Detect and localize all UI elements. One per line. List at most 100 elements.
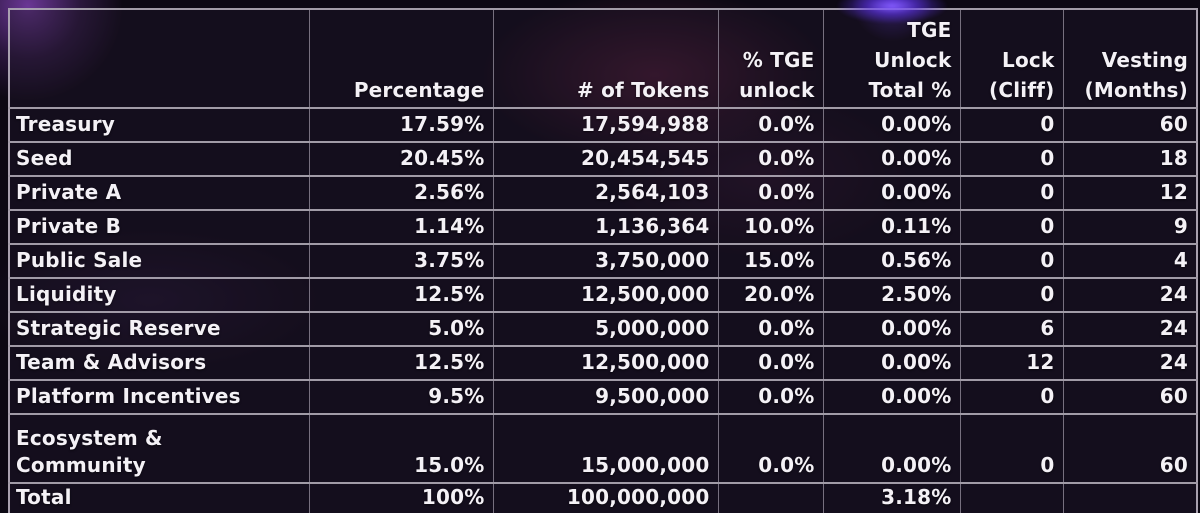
tge-unlock-total-cell: 0.00% bbox=[822, 311, 961, 347]
column-header-vesting: Vesting (Months) bbox=[1062, 8, 1198, 109]
column-header-label: # of Tokens bbox=[576, 78, 710, 102]
tge-unlock-cell: 0.0% bbox=[717, 345, 824, 381]
lock-cliff-cell: 0 bbox=[959, 379, 1064, 415]
tokens-cell: 12,500,000 bbox=[492, 345, 719, 381]
tge-unlock-total-cell: 0.00% bbox=[822, 345, 961, 381]
percentage-cell: 3.75% bbox=[308, 243, 494, 279]
row-label-cell: Treasury bbox=[8, 107, 310, 143]
percentage-cell: 17.59% bbox=[308, 107, 494, 143]
row-label-cell: Total bbox=[8, 482, 310, 513]
table-row-private-b: Private B 1.14% 1,136,364 10.0% 0.11% 0 … bbox=[8, 209, 1198, 245]
lock-cliff-cell: 0 bbox=[959, 175, 1064, 211]
tge-unlock-cell: 15.0% bbox=[717, 243, 824, 279]
column-header-blank bbox=[8, 8, 310, 109]
row-label-cell: Strategic Reserve bbox=[8, 311, 310, 347]
table-row-platform-incentives: Platform Incentives 9.5% 9,500,000 0.0% … bbox=[8, 379, 1198, 415]
tokens-cell: 100,000,000 bbox=[492, 482, 719, 513]
column-header-label: Vesting (Months) bbox=[1084, 48, 1188, 102]
tge-unlock-cell: 0.0% bbox=[717, 379, 824, 415]
tokens-cell: 9,500,000 bbox=[492, 379, 719, 415]
column-header-percentage: Percentage bbox=[308, 8, 494, 109]
tokens-cell: 20,454,545 bbox=[492, 141, 719, 177]
vesting-cell: 9 bbox=[1062, 209, 1198, 245]
percentage-cell: 1.14% bbox=[308, 209, 494, 245]
column-header-tge-unlock-total: TGE Unlock Total % bbox=[822, 8, 961, 109]
tge-unlock-cell: 0.0% bbox=[717, 175, 824, 211]
column-header-label: Lock (Cliff) bbox=[989, 48, 1055, 102]
tokens-cell: 2,564,103 bbox=[492, 175, 719, 211]
vesting-cell: 24 bbox=[1062, 277, 1198, 313]
tokens-cell: 5,000,000 bbox=[492, 311, 719, 347]
row-label-cell: Private B bbox=[8, 209, 310, 245]
vesting-cell: 18 bbox=[1062, 141, 1198, 177]
lock-cliff-cell: 0 bbox=[959, 141, 1064, 177]
vesting-cell: 4 bbox=[1062, 243, 1198, 279]
column-header-label: TGE Unlock Total % bbox=[868, 18, 952, 102]
tokens-cell: 1,136,364 bbox=[492, 209, 719, 245]
row-label-cell: Team & Advisors bbox=[8, 345, 310, 381]
percentage-cell: 15.0% bbox=[308, 413, 494, 484]
tge-unlock-total-cell: 0.56% bbox=[822, 243, 961, 279]
table-row-ecosystem-community: Ecosystem & Community 15.0% 15,000,000 0… bbox=[8, 413, 1198, 484]
vesting-cell: 12 bbox=[1062, 175, 1198, 211]
lock-cliff-cell: 0 bbox=[959, 209, 1064, 245]
row-label-cell: Private A bbox=[8, 175, 310, 211]
tge-unlock-total-cell: 0.00% bbox=[822, 175, 961, 211]
tge-unlock-total-cell: 0.00% bbox=[822, 107, 961, 143]
tokens-cell: 12,500,000 bbox=[492, 277, 719, 313]
column-header-lock-cliff: Lock (Cliff) bbox=[959, 8, 1064, 109]
tge-unlock-cell: 20.0% bbox=[717, 277, 824, 313]
vesting-cell: 24 bbox=[1062, 311, 1198, 347]
tge-unlock-cell: 0.0% bbox=[717, 413, 824, 484]
vesting-cell: 24 bbox=[1062, 345, 1198, 381]
lock-cliff-cell: 6 bbox=[959, 311, 1064, 347]
tge-unlock-cell: 10.0% bbox=[717, 209, 824, 245]
tokens-cell: 17,594,988 bbox=[492, 107, 719, 143]
tge-unlock-total-cell: 0.00% bbox=[822, 141, 961, 177]
row-label-cell: Ecosystem & Community bbox=[8, 413, 310, 484]
table-row-public-sale: Public Sale 3.75% 3,750,000 15.0% 0.56% … bbox=[8, 243, 1198, 279]
table-header: Percentage # of Tokens % TGE unlock TGE … bbox=[8, 8, 1198, 109]
tokens-cell: 15,000,000 bbox=[492, 413, 719, 484]
column-header-label: Percentage bbox=[353, 78, 485, 102]
vesting-cell: 60 bbox=[1062, 413, 1198, 484]
row-label-cell: Seed bbox=[8, 141, 310, 177]
column-header-tge-unlock: % TGE unlock bbox=[717, 8, 824, 109]
lock-cliff-cell: 0 bbox=[959, 277, 1064, 313]
tokens-cell: 3,750,000 bbox=[492, 243, 719, 279]
table-body: Treasury 17.59% 17,594,988 0.0% 0.00% 0 … bbox=[8, 107, 1198, 513]
lock-cliff-cell bbox=[959, 482, 1064, 513]
table-row-team-advisors: Team & Advisors 12.5% 12,500,000 0.0% 0.… bbox=[8, 345, 1198, 381]
column-header-label: % TGE unlock bbox=[739, 48, 815, 102]
lock-cliff-cell: 0 bbox=[959, 243, 1064, 279]
vesting-cell bbox=[1062, 482, 1198, 513]
row-label-cell: Liquidity bbox=[8, 277, 310, 313]
percentage-cell: 100% bbox=[308, 482, 494, 513]
lock-cliff-cell: 0 bbox=[959, 413, 1064, 484]
percentage-cell: 12.5% bbox=[308, 277, 494, 313]
lock-cliff-cell: 12 bbox=[959, 345, 1064, 381]
percentage-cell: 5.0% bbox=[308, 311, 494, 347]
tge-unlock-cell: 0.0% bbox=[717, 311, 824, 347]
tge-unlock-total-cell: 2.50% bbox=[822, 277, 961, 313]
tge-unlock-total-cell: 3.18% bbox=[822, 482, 961, 513]
percentage-cell: 20.45% bbox=[308, 141, 494, 177]
lock-cliff-cell: 0 bbox=[959, 107, 1064, 143]
header-row: Percentage # of Tokens % TGE unlock TGE … bbox=[8, 8, 1198, 109]
column-header-tokens: # of Tokens bbox=[492, 8, 719, 109]
table-row-private-a: Private A 2.56% 2,564,103 0.0% 0.00% 0 1… bbox=[8, 175, 1198, 211]
table-row-total: Total 100% 100,000,000 3.18% bbox=[8, 482, 1198, 513]
tge-unlock-total-cell: 0.11% bbox=[822, 209, 961, 245]
tge-unlock-total-cell: 0.00% bbox=[822, 379, 961, 415]
percentage-cell: 2.56% bbox=[308, 175, 494, 211]
row-label-cell: Platform Incentives bbox=[8, 379, 310, 415]
table-row-seed: Seed 20.45% 20,454,545 0.0% 0.00% 0 18 bbox=[8, 141, 1198, 177]
tge-unlock-cell: 0.0% bbox=[717, 141, 824, 177]
tokenomics-table: Percentage # of Tokens % TGE unlock TGE … bbox=[8, 8, 1198, 513]
table-row-treasury: Treasury 17.59% 17,594,988 0.0% 0.00% 0 … bbox=[8, 107, 1198, 143]
percentage-cell: 9.5% bbox=[308, 379, 494, 415]
vesting-cell: 60 bbox=[1062, 379, 1198, 415]
vesting-cell: 60 bbox=[1062, 107, 1198, 143]
row-label-cell: Public Sale bbox=[8, 243, 310, 279]
